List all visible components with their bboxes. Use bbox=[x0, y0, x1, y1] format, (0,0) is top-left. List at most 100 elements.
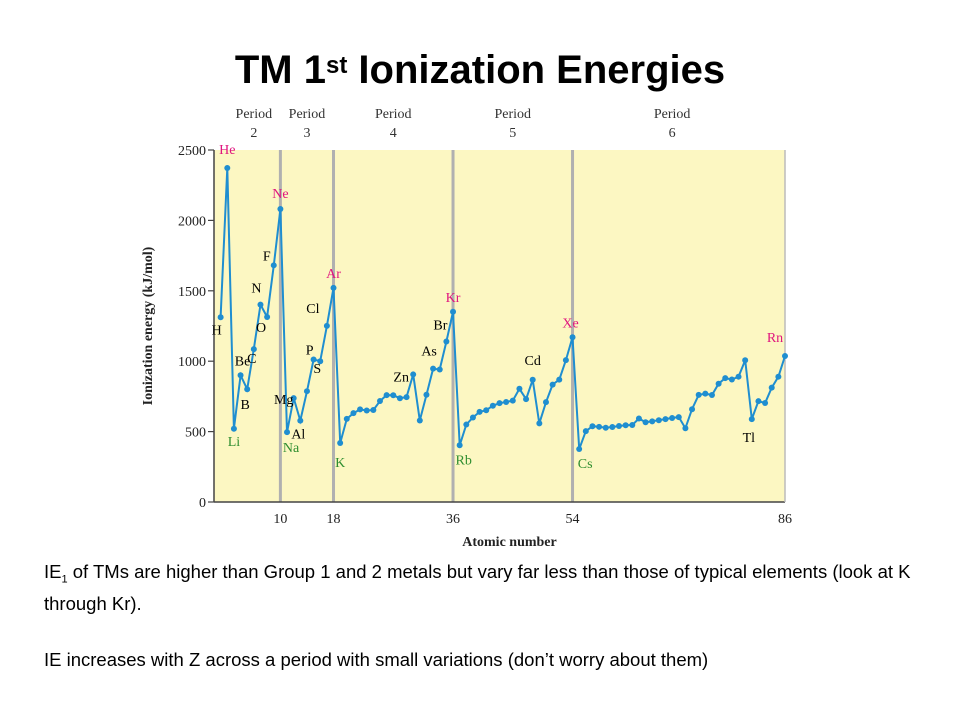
element-label: O bbox=[256, 321, 266, 336]
element-label: Be bbox=[235, 354, 251, 369]
period-header-number: 5 bbox=[509, 126, 516, 141]
period-header-number: 4 bbox=[390, 126, 397, 141]
y-tick-label: 1500 bbox=[178, 285, 206, 300]
data-point bbox=[410, 371, 417, 378]
data-point bbox=[715, 380, 722, 387]
data-point bbox=[323, 322, 330, 329]
data-point bbox=[436, 366, 443, 373]
data-point bbox=[423, 391, 430, 398]
data-point bbox=[489, 402, 496, 409]
data-point bbox=[363, 407, 370, 414]
y-tick-label: 0 bbox=[199, 496, 206, 511]
data-point bbox=[649, 418, 656, 425]
para1-ie: IE bbox=[44, 561, 62, 582]
x-axis-label: Atomic number bbox=[462, 535, 557, 550]
data-point bbox=[708, 391, 715, 398]
data-point bbox=[230, 425, 237, 432]
data-point bbox=[237, 372, 244, 379]
paragraph-ie-trend: IE increases with Z across a period with… bbox=[44, 649, 709, 670]
data-point bbox=[556, 376, 563, 383]
element-label: B bbox=[241, 398, 250, 413]
data-point bbox=[290, 395, 297, 402]
data-point bbox=[755, 398, 762, 405]
element-label: He bbox=[219, 143, 235, 158]
slide-title: TM 1st Ionization Energies bbox=[0, 46, 960, 94]
data-point bbox=[370, 407, 377, 414]
x-tick-label: 86 bbox=[778, 512, 792, 527]
element-label: Rn bbox=[767, 331, 783, 346]
element-label: Rb bbox=[455, 453, 471, 468]
data-point bbox=[582, 428, 589, 435]
data-point bbox=[675, 414, 682, 421]
data-point bbox=[542, 399, 549, 406]
data-point bbox=[689, 406, 696, 413]
data-point bbox=[250, 346, 257, 353]
data-point bbox=[357, 406, 364, 413]
x-tick-label: 18 bbox=[327, 512, 341, 527]
data-point bbox=[330, 284, 337, 291]
element-label: Kr bbox=[446, 291, 461, 306]
period-header-label: Period bbox=[236, 107, 273, 122]
data-point bbox=[609, 423, 616, 430]
data-point bbox=[224, 165, 231, 172]
y-tick-label: 2000 bbox=[178, 214, 206, 229]
x-tick-label: 54 bbox=[566, 512, 580, 527]
y-tick-label: 500 bbox=[185, 426, 206, 441]
data-point bbox=[376, 398, 383, 405]
element-label: P bbox=[306, 344, 314, 359]
y-axis-label: Ionization energy (kJ/mol) bbox=[141, 246, 156, 405]
data-point bbox=[635, 415, 642, 422]
element-label: As bbox=[421, 345, 437, 360]
data-point bbox=[483, 407, 490, 414]
data-point bbox=[629, 421, 636, 428]
element-label: Ar bbox=[326, 267, 341, 282]
paragraph-ie1: IE1 of TMs are higher than Group 1 and 2… bbox=[44, 560, 944, 616]
data-point bbox=[469, 414, 476, 421]
data-point bbox=[669, 414, 676, 421]
data-point bbox=[343, 415, 350, 422]
data-point bbox=[244, 386, 251, 393]
data-point bbox=[317, 358, 324, 365]
data-point bbox=[284, 429, 291, 436]
data-point bbox=[456, 442, 463, 449]
title-superscript: st bbox=[325, 52, 348, 79]
x-tick-label: 10 bbox=[273, 512, 287, 527]
element-label: Xe bbox=[562, 316, 578, 331]
element-label: N bbox=[251, 282, 261, 297]
element-label: Mg bbox=[274, 393, 293, 408]
data-point bbox=[682, 425, 689, 432]
data-point bbox=[602, 424, 609, 431]
data-point bbox=[350, 410, 357, 417]
data-point bbox=[277, 205, 284, 212]
data-point bbox=[695, 391, 702, 398]
data-point bbox=[662, 416, 669, 423]
data-point bbox=[396, 395, 403, 402]
data-point bbox=[463, 421, 470, 428]
data-point bbox=[257, 301, 264, 308]
data-point bbox=[383, 392, 390, 399]
element-label: Cd bbox=[525, 354, 541, 369]
data-point bbox=[503, 399, 510, 406]
period-header-number: 3 bbox=[303, 126, 310, 141]
data-point bbox=[310, 356, 317, 363]
element-label: Li bbox=[228, 435, 241, 450]
data-point bbox=[622, 422, 629, 429]
data-point bbox=[337, 440, 344, 447]
data-point bbox=[297, 417, 304, 424]
element-label: Na bbox=[283, 441, 300, 456]
period-header-label: Period bbox=[375, 107, 412, 122]
data-point bbox=[562, 357, 569, 364]
data-point bbox=[768, 384, 775, 391]
data-point bbox=[742, 357, 749, 364]
para1-subscript: 1 bbox=[61, 573, 68, 586]
period-header-label: Period bbox=[289, 107, 326, 122]
data-point bbox=[536, 420, 543, 427]
period-header-label: Period bbox=[494, 107, 531, 122]
data-point bbox=[430, 365, 437, 372]
data-point bbox=[748, 416, 755, 423]
plot-background bbox=[214, 150, 785, 502]
title-main: TM 1 bbox=[234, 48, 326, 92]
data-point bbox=[642, 419, 649, 426]
data-point bbox=[450, 308, 457, 315]
